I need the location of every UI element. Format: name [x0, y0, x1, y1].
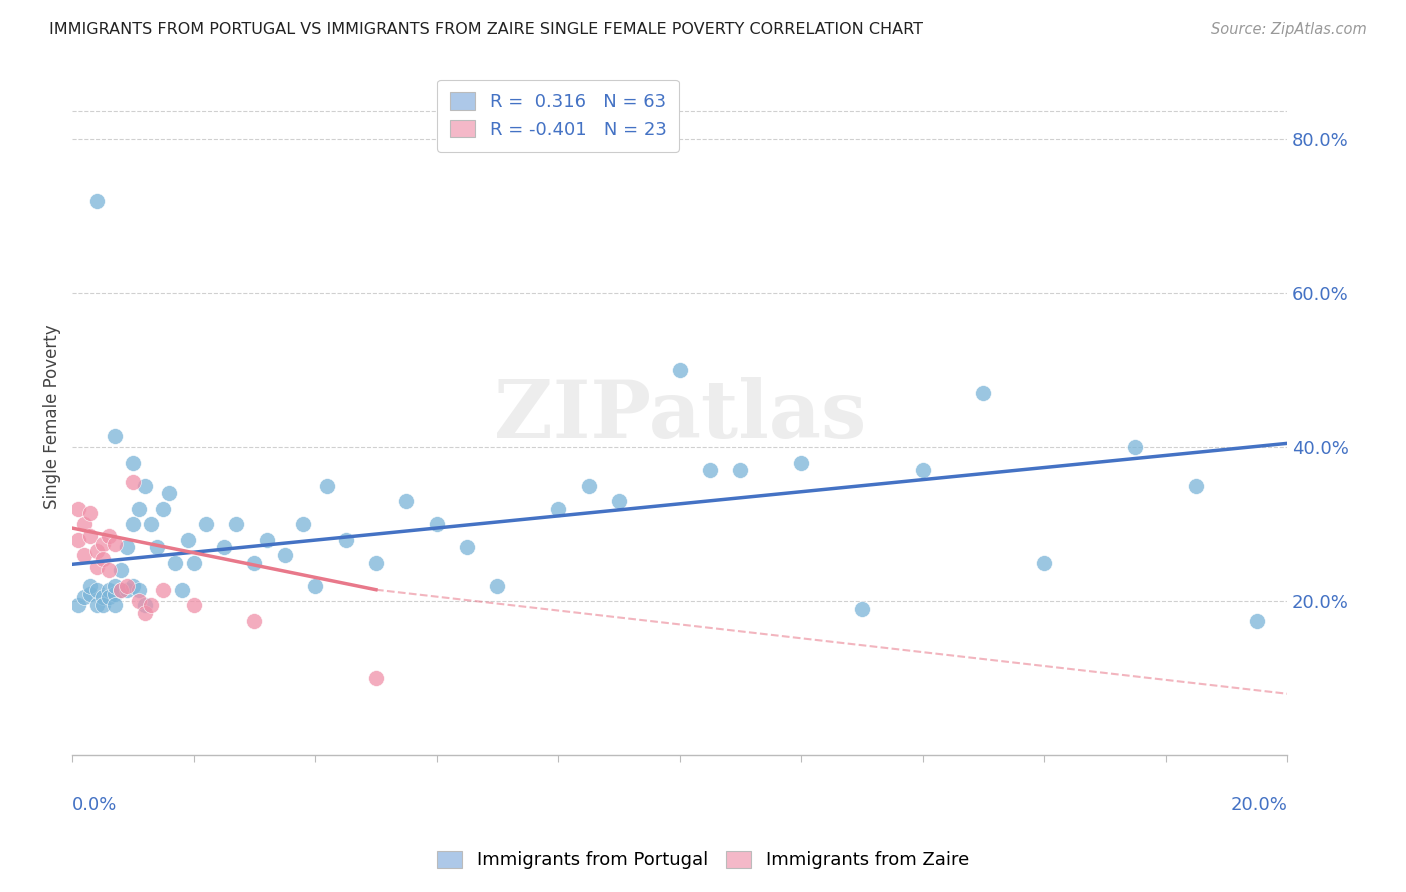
Point	[134, 479, 156, 493]
Point	[256, 533, 278, 547]
Point	[86, 194, 108, 208]
Point	[134, 598, 156, 612]
Point	[426, 517, 449, 532]
Point	[1246, 614, 1268, 628]
Point	[730, 463, 752, 477]
Point	[292, 517, 315, 532]
Point	[699, 463, 721, 477]
Point	[194, 517, 217, 532]
Point	[86, 582, 108, 597]
Point	[104, 598, 127, 612]
Y-axis label: Single Female Poverty: Single Female Poverty	[44, 324, 60, 508]
Text: Source: ZipAtlas.com: Source: ZipAtlas.com	[1211, 22, 1367, 37]
Point	[668, 363, 690, 377]
Point	[91, 536, 114, 550]
Point	[607, 494, 630, 508]
Text: IMMIGRANTS FROM PORTUGAL VS IMMIGRANTS FROM ZAIRE SINGLE FEMALE POVERTY CORRELAT: IMMIGRANTS FROM PORTUGAL VS IMMIGRANTS F…	[49, 22, 924, 37]
Point	[335, 533, 357, 547]
Point	[395, 494, 418, 508]
Point	[364, 671, 387, 685]
Point	[1123, 440, 1146, 454]
Point	[67, 501, 90, 516]
Point	[547, 501, 569, 516]
Point	[97, 582, 120, 597]
Point	[115, 541, 138, 555]
Point	[91, 552, 114, 566]
Point	[104, 536, 127, 550]
Point	[141, 598, 163, 612]
Point	[86, 598, 108, 612]
Point	[97, 564, 120, 578]
Point	[79, 506, 101, 520]
Point	[91, 598, 114, 612]
Point	[157, 486, 180, 500]
Point	[486, 579, 509, 593]
Point	[364, 556, 387, 570]
Point	[183, 598, 205, 612]
Point	[225, 517, 247, 532]
Point	[122, 456, 145, 470]
Point	[67, 598, 90, 612]
Point	[110, 564, 132, 578]
Point	[79, 586, 101, 600]
Point	[165, 556, 187, 570]
Point	[115, 579, 138, 593]
Point	[1033, 556, 1056, 570]
Point	[790, 456, 813, 470]
Point	[86, 559, 108, 574]
Point	[243, 556, 266, 570]
Point	[122, 517, 145, 532]
Legend: R =  0.316   N = 63, R = -0.401   N = 23: R = 0.316 N = 63, R = -0.401 N = 23	[437, 79, 679, 152]
Point	[73, 591, 96, 605]
Point	[128, 594, 150, 608]
Point	[79, 529, 101, 543]
Legend: Immigrants from Portugal, Immigrants from Zaire: Immigrants from Portugal, Immigrants fro…	[427, 842, 979, 879]
Point	[243, 614, 266, 628]
Point	[304, 579, 326, 593]
Point	[91, 591, 114, 605]
Point	[316, 479, 339, 493]
Point	[851, 602, 873, 616]
Point	[104, 428, 127, 442]
Point	[104, 579, 127, 593]
Point	[73, 517, 96, 532]
Point	[122, 579, 145, 593]
Point	[128, 582, 150, 597]
Point	[97, 591, 120, 605]
Point	[170, 582, 193, 597]
Point	[79, 579, 101, 593]
Point	[152, 582, 174, 597]
Point	[110, 582, 132, 597]
Text: 20.0%: 20.0%	[1230, 796, 1286, 814]
Point	[911, 463, 934, 477]
Point	[212, 541, 235, 555]
Point	[134, 606, 156, 620]
Point	[67, 533, 90, 547]
Point	[141, 517, 163, 532]
Point	[456, 541, 478, 555]
Point	[972, 386, 994, 401]
Point	[110, 582, 132, 597]
Text: ZIPatlas: ZIPatlas	[494, 377, 866, 456]
Point	[146, 541, 169, 555]
Point	[73, 548, 96, 562]
Text: 0.0%: 0.0%	[72, 796, 118, 814]
Point	[274, 548, 297, 562]
Point	[104, 586, 127, 600]
Point	[128, 501, 150, 516]
Point	[97, 529, 120, 543]
Point	[115, 582, 138, 597]
Point	[578, 479, 600, 493]
Point	[183, 556, 205, 570]
Point	[1185, 479, 1208, 493]
Point	[152, 501, 174, 516]
Point	[122, 475, 145, 489]
Point	[86, 544, 108, 558]
Point	[176, 533, 198, 547]
